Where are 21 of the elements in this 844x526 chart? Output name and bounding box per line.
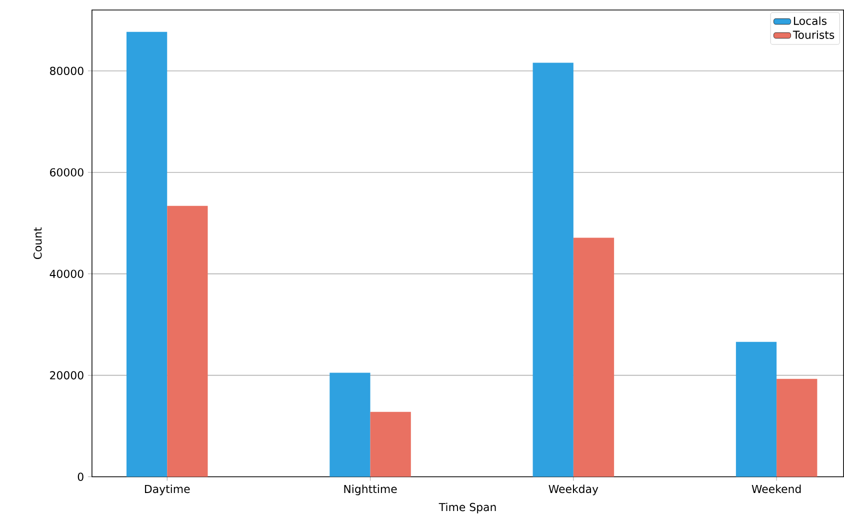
y-tick-label: 80000	[50, 66, 84, 76]
x-tick-label: Daytime	[145, 484, 190, 496]
y-tick-label: 60000	[50, 168, 84, 177]
bar	[532, 62, 574, 477]
bar	[330, 372, 370, 477]
bar	[736, 342, 777, 477]
bar	[126, 32, 168, 477]
y-tick-label: 40000	[50, 270, 84, 278]
y-axis-title: Count	[33, 228, 42, 260]
y-tick-label: 20000	[50, 371, 84, 380]
x-tick-label: Nighttime	[344, 484, 397, 496]
y-tick-label: 0	[78, 472, 84, 482]
x-tick-label: Weekend	[752, 484, 801, 494]
x-axis-title: Time Span	[438, 502, 496, 514]
bar	[776, 378, 818, 477]
legend-label: Tourists	[792, 30, 834, 40]
x-tick-label: Weekday	[548, 484, 598, 496]
bar	[370, 412, 411, 477]
bar	[573, 238, 614, 477]
bar	[167, 206, 208, 477]
legend-label: Locals	[794, 16, 827, 26]
